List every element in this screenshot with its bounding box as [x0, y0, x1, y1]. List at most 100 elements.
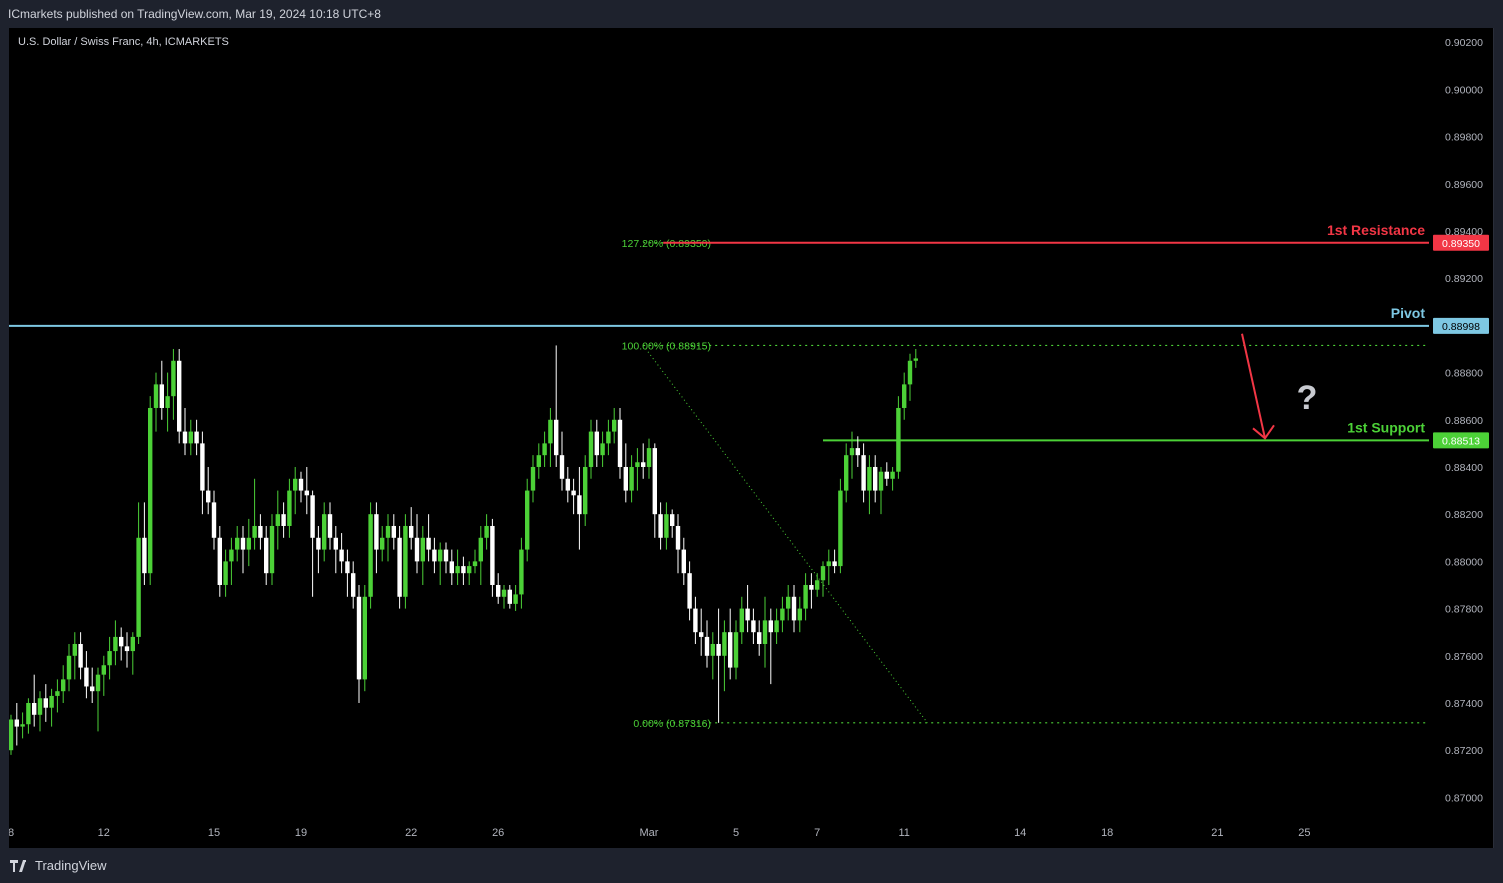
candle	[327, 502, 333, 550]
candle-body	[72, 643, 77, 656]
candle-body	[316, 537, 321, 550]
candle	[420, 525, 425, 585]
candle	[577, 466, 582, 550]
candle	[728, 608, 733, 680]
fib-trendline	[642, 345, 928, 724]
level-name-pivot: Pivot	[1391, 305, 1426, 321]
publisher-text: ICmarkets published on TradingView.com, …	[8, 7, 381, 21]
candle-body	[246, 537, 251, 550]
fib-level-label: 0.00% (0.87316)	[633, 718, 711, 730]
price-chart[interactable]: U.S. Dollar / Swiss Franc, 4h, ICMARKETS…	[8, 28, 1493, 848]
candle-body	[757, 632, 762, 644]
level-price-label-pivot: 0.88998	[1442, 321, 1480, 333]
candle-body	[542, 443, 547, 456]
candle-body	[327, 514, 333, 538]
time-tick-label: Mar	[640, 827, 659, 839]
candle-body	[235, 537, 240, 550]
level-name-support: 1st Support	[1347, 419, 1425, 435]
candle	[646, 438, 652, 479]
time-tick-label: 14	[1014, 827, 1026, 839]
candle-body	[130, 636, 135, 652]
candle	[188, 419, 193, 456]
candle-body	[298, 478, 304, 491]
time-tick-label: 11	[898, 827, 909, 839]
candle	[507, 584, 512, 609]
candle-body	[240, 537, 246, 550]
candle	[583, 455, 588, 526]
candle-body	[153, 384, 159, 408]
price-tick-label: 0.87400	[1445, 698, 1483, 710]
candle-body	[855, 448, 860, 456]
candle	[414, 514, 420, 574]
candle	[316, 525, 321, 574]
candle-body	[438, 549, 443, 562]
tradingview-logo[interactable]: TradingView	[10, 858, 107, 873]
candle-body	[809, 584, 814, 590]
candle	[258, 514, 263, 550]
candle	[101, 655, 106, 696]
candle	[867, 455, 872, 515]
question-mark-icon: ?	[1297, 379, 1318, 417]
candle-body	[629, 466, 634, 491]
candle	[61, 665, 66, 703]
chart-title: U.S. Dollar / Swiss Franc, 4h, ICMARKETS	[18, 36, 229, 48]
candle	[281, 502, 286, 538]
candle-body	[200, 443, 205, 491]
candle-body	[861, 455, 866, 491]
candle	[815, 573, 820, 597]
candle	[629, 455, 634, 503]
price-tick-label: 0.89600	[1445, 179, 1483, 191]
candle-body	[594, 431, 599, 456]
candle-body	[194, 431, 199, 444]
candle	[855, 436, 860, 467]
price-tick-label: 0.88800	[1445, 368, 1483, 380]
candle-body	[490, 525, 495, 585]
candle	[536, 443, 541, 479]
candle	[14, 702, 19, 746]
candle-body	[310, 495, 315, 538]
candle	[304, 466, 309, 515]
candle-body	[95, 674, 101, 692]
time-tick-label: 21	[1211, 827, 1223, 839]
candle	[513, 584, 518, 611]
candle-body	[351, 573, 356, 597]
candle-body	[478, 537, 483, 562]
price-tick-label: 0.87800	[1445, 604, 1483, 616]
candle	[211, 490, 217, 550]
candle	[791, 584, 797, 633]
candle	[571, 478, 576, 515]
candle	[559, 431, 565, 491]
candle-body	[826, 561, 831, 567]
candle	[90, 667, 95, 703]
candle-body	[658, 514, 663, 538]
candle	[269, 514, 275, 585]
candle	[472, 549, 478, 574]
time-tick-label: 18	[1101, 827, 1113, 839]
candle	[913, 348, 918, 368]
candle-body	[513, 594, 518, 604]
candle	[200, 431, 205, 515]
candle	[8, 714, 14, 755]
chart-area[interactable]: U.S. Dollar / Swiss Franc, 4h, ICMARKETS…	[8, 28, 1494, 848]
price-tick-label: 0.90200	[1445, 37, 1483, 49]
candle-body	[211, 502, 217, 538]
candle-body	[217, 537, 222, 585]
time-tick-label: 22	[405, 827, 417, 839]
time-tick-label: 8	[9, 827, 14, 839]
candle	[588, 419, 594, 479]
candle-body	[229, 549, 234, 562]
candle-body	[565, 478, 570, 491]
candle-body	[722, 632, 727, 656]
candle-body	[606, 431, 611, 444]
candle	[693, 596, 698, 644]
candle	[177, 348, 182, 444]
candle	[194, 419, 199, 456]
price-tick-label: 0.88200	[1445, 509, 1483, 521]
candle	[113, 620, 118, 666]
candle-body	[838, 490, 843, 567]
candle	[838, 478, 843, 574]
candle	[786, 584, 791, 621]
candle	[95, 667, 101, 732]
candle	[206, 466, 211, 515]
candle	[461, 556, 466, 585]
